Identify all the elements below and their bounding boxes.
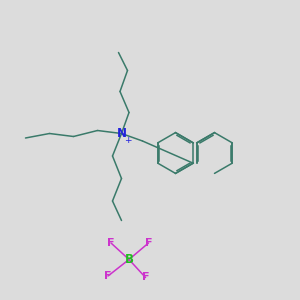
Text: F: F (107, 238, 115, 248)
Text: +: + (124, 136, 132, 145)
Text: N: N (116, 127, 127, 140)
Text: F: F (142, 272, 149, 283)
Text: F: F (104, 271, 112, 281)
Text: F: F (145, 238, 152, 248)
Text: B: B (124, 253, 134, 266)
